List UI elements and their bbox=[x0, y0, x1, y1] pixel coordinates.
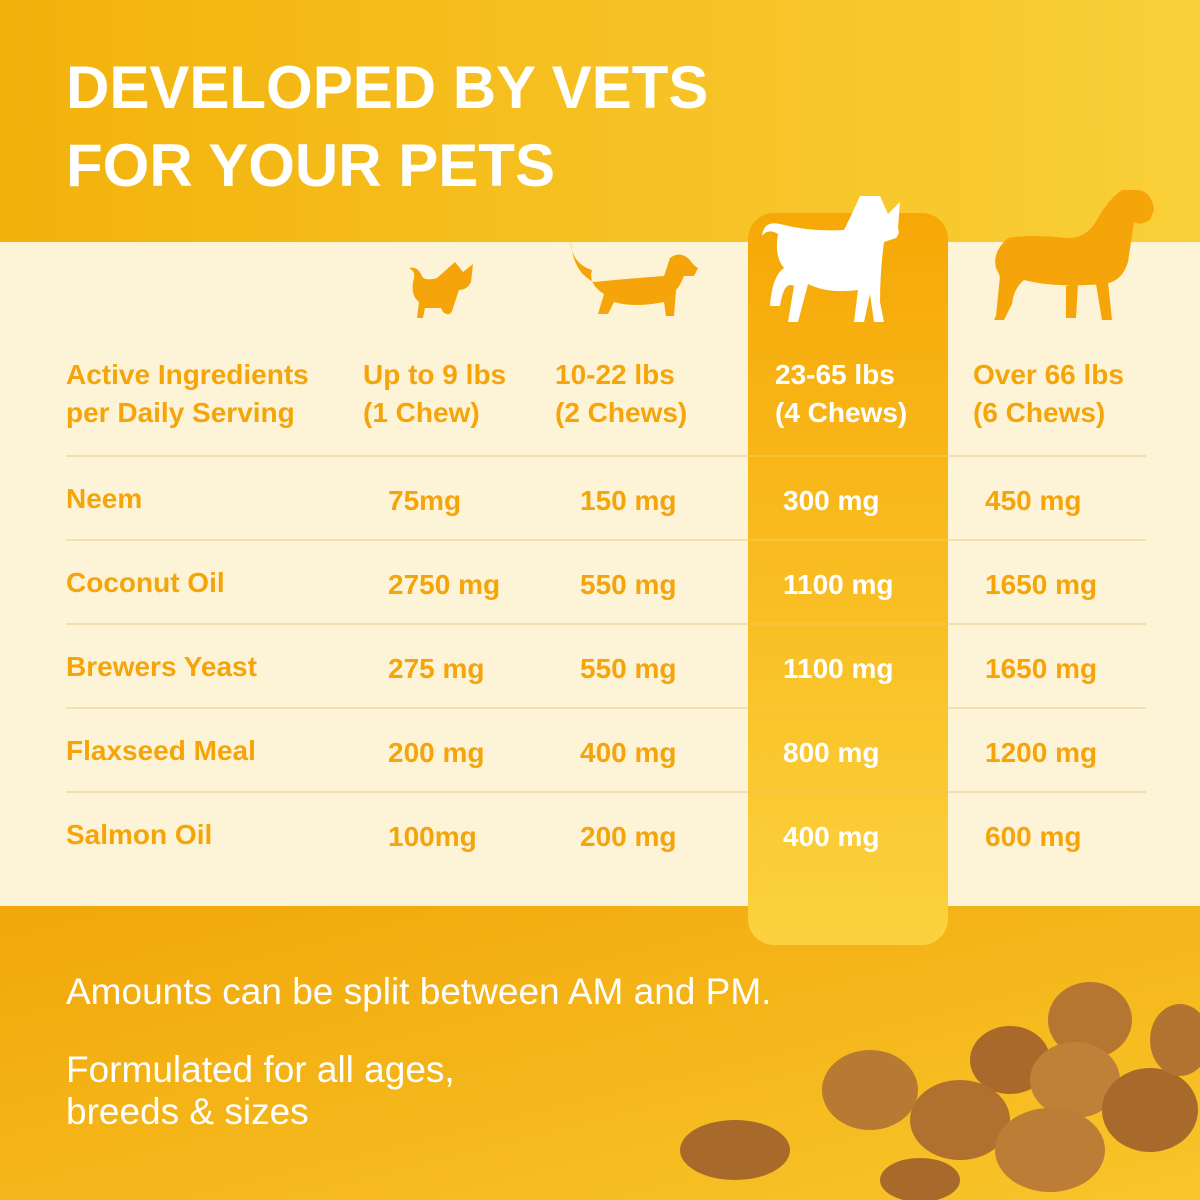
dose-value: 800 mg bbox=[783, 737, 880, 768]
dose-value: 200 mg bbox=[388, 737, 485, 768]
dose-value: 1200 mg bbox=[985, 737, 1097, 768]
column-header: 10-22 lbs bbox=[555, 359, 675, 390]
column-header: (1 Chew) bbox=[363, 397, 480, 428]
dose-value: 1100 mg bbox=[783, 653, 894, 684]
dose-value: 600 mg bbox=[985, 821, 1082, 852]
title-line: DEVELOPED BY VETS bbox=[66, 54, 708, 121]
chew bbox=[1030, 1042, 1120, 1118]
column-header: (4 Chews) bbox=[775, 397, 907, 428]
ingredient-name: Salmon Oil bbox=[66, 819, 212, 850]
table-panel bbox=[0, 242, 1200, 906]
highlight-column bbox=[748, 213, 948, 945]
dose-value: 2750 mg bbox=[388, 569, 500, 600]
header-label: Active Ingredients bbox=[66, 359, 309, 390]
ingredient-name: Brewers Yeast bbox=[66, 651, 257, 682]
chew bbox=[995, 1108, 1105, 1192]
chew bbox=[680, 1120, 790, 1180]
dose-value: 100mg bbox=[388, 821, 477, 852]
column-header: Over 66 lbs bbox=[973, 359, 1124, 390]
dose-value: 1650 mg bbox=[985, 653, 1097, 684]
chihuahua-icon bbox=[409, 262, 473, 318]
dose-value: 400 mg bbox=[580, 737, 677, 768]
dose-value: 150 mg bbox=[580, 485, 677, 516]
ingredient-name: Neem bbox=[66, 483, 142, 514]
chew bbox=[910, 1080, 1010, 1160]
dose-value: 200 mg bbox=[580, 821, 677, 852]
ingredient-name: Flaxseed Meal bbox=[66, 735, 256, 766]
column-header: 23-65 lbs bbox=[775, 359, 895, 390]
chew bbox=[1048, 982, 1132, 1058]
dose-value: 450 mg bbox=[985, 485, 1082, 516]
footer-tagline: Formulated for all ages, bbox=[66, 1049, 455, 1090]
chew bbox=[1150, 1004, 1200, 1076]
header-label: per Daily Serving bbox=[66, 397, 295, 428]
shepherd-icon bbox=[762, 196, 900, 322]
dose-value: 1100 mg bbox=[783, 569, 894, 600]
column-header: (2 Chews) bbox=[555, 397, 687, 428]
top-band bbox=[0, 0, 1200, 242]
dose-value: 550 mg bbox=[580, 569, 677, 600]
title-line: FOR YOUR PETS bbox=[66, 132, 555, 199]
title: DEVELOPED BY VETS FOR YOUR PETS bbox=[66, 54, 708, 199]
dose-value: 400 mg bbox=[783, 821, 880, 852]
dose-value: 300 mg bbox=[783, 485, 880, 516]
chew bbox=[822, 1050, 918, 1130]
dachshund-icon bbox=[570, 240, 698, 316]
chew bbox=[1102, 1068, 1198, 1152]
ingredient-table: Active Ingredients per Daily Serving Up to… bbox=[66, 359, 1146, 852]
column-header: Up to 9 lbs bbox=[363, 359, 506, 390]
dog-icons bbox=[409, 190, 1154, 320]
boxer-icon bbox=[994, 190, 1154, 320]
footer-tagline: breeds & sizes bbox=[66, 1091, 309, 1132]
chew bbox=[880, 1158, 960, 1200]
dose-value: 275 mg bbox=[388, 653, 485, 684]
chew bbox=[970, 1026, 1050, 1094]
chew-pile bbox=[680, 982, 1200, 1200]
dose-value: 550 mg bbox=[580, 653, 677, 684]
column-header: (6 Chews) bbox=[973, 397, 1105, 428]
dose-value: 75mg bbox=[388, 485, 461, 516]
footer-note: Amounts can be split between AM and PM. bbox=[66, 971, 771, 1012]
dose-value: 1650 mg bbox=[985, 569, 1097, 600]
ingredient-name: Coconut Oil bbox=[66, 567, 225, 598]
